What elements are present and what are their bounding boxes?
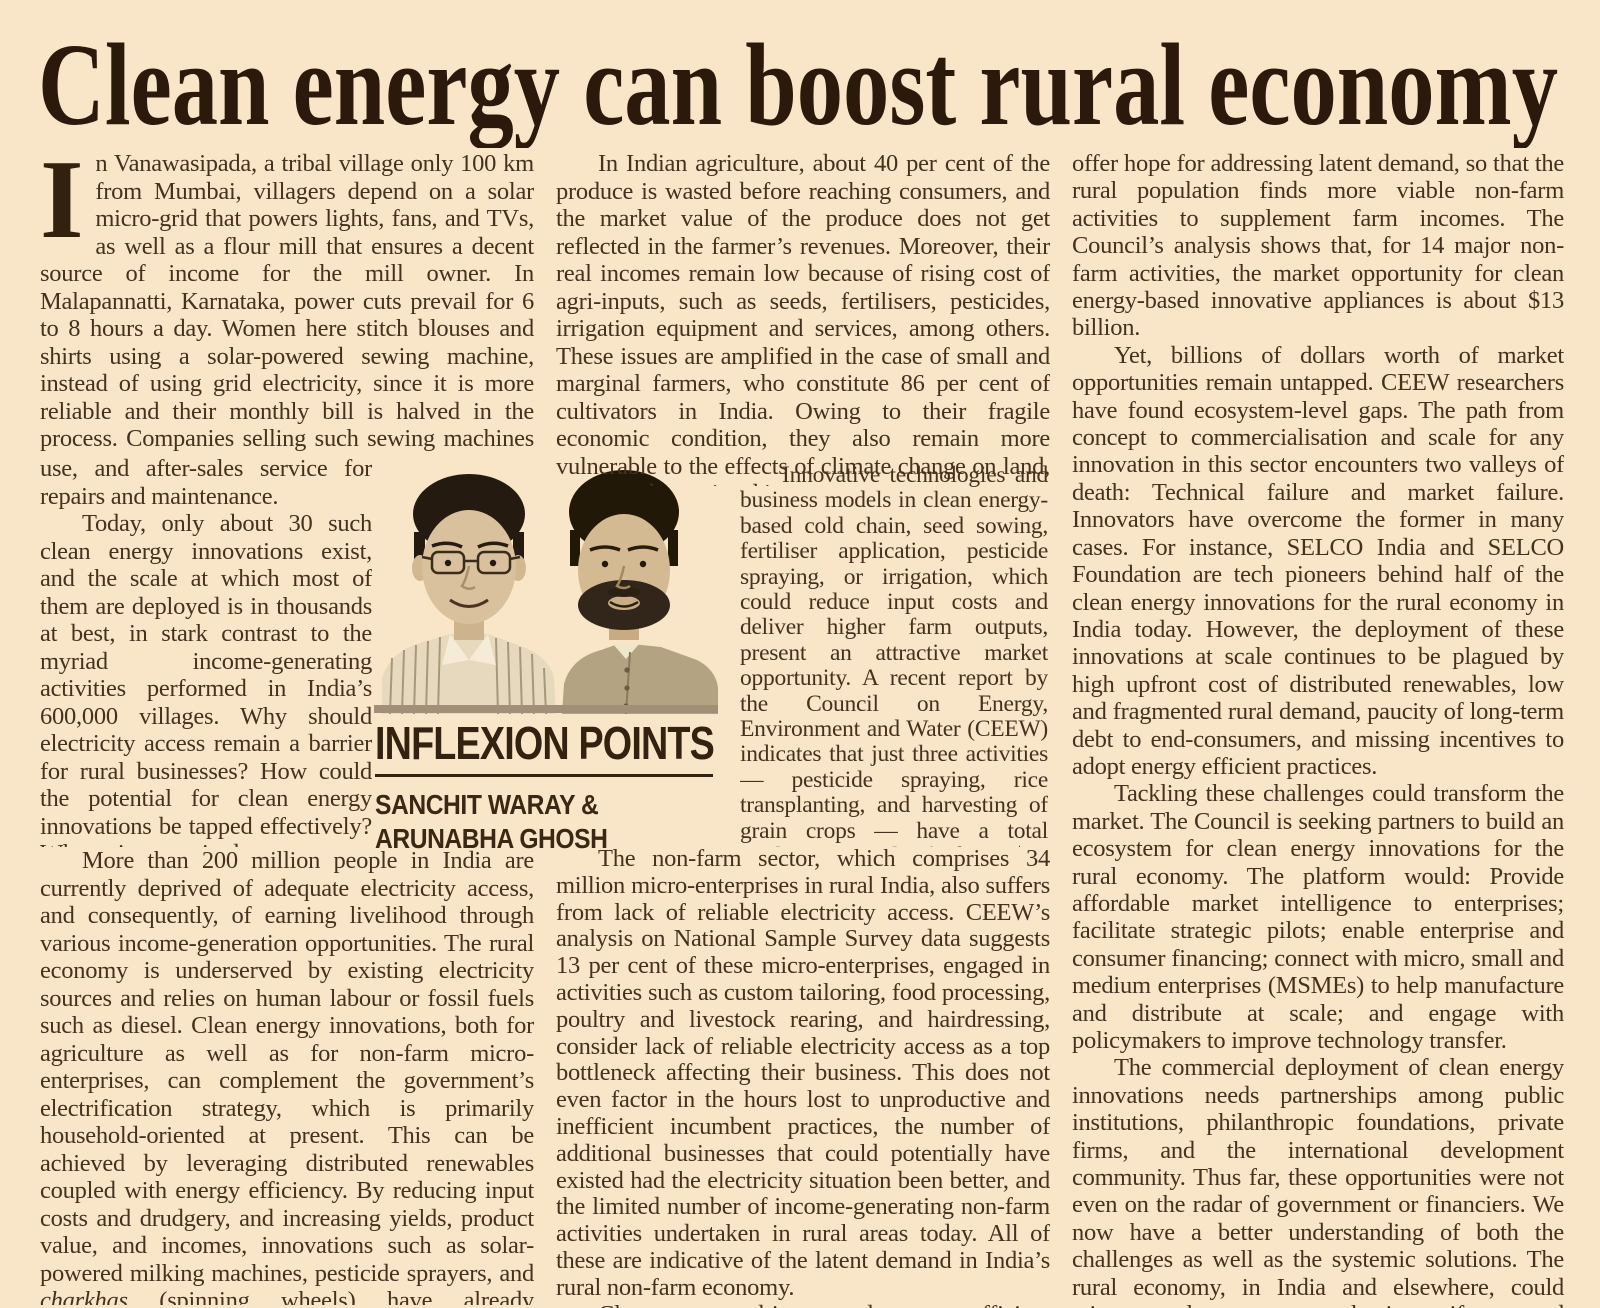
byline-author-2: ARUNABHA GHOSH (375, 823, 608, 854)
section-heading-text: INFLEXION POINTS (375, 717, 715, 769)
article-column-2-bottom: The non-farm sector, which comprises 34 … (556, 846, 1050, 1308)
paragraph-text: Clean energy-driven and energy-efficient… (556, 1301, 1050, 1308)
drop-cap: I (40, 150, 84, 262)
paragraph-text: The commercial deployment of clean energ… (1072, 1054, 1564, 1308)
headline: Clean energy can boost rural economy (38, 19, 1562, 150)
article-column-1-narrow: use, and after-sales service for repairs… (40, 455, 372, 847)
paragraph-text: offer hope for addressing latent demand,… (1072, 150, 1564, 342)
paragraph-text: In Indian agriculture, about 40 per cent… (556, 150, 1050, 486)
paragraph-text: use, and after-sales service for repairs… (40, 455, 372, 510)
headline-text: Clean energy can boost rural economy (38, 26, 1558, 148)
article-column-2-narrow: Innovative technologies and business mod… (740, 463, 1048, 847)
paragraph-text: Innovative technologies and business mod… (740, 463, 1048, 847)
article-column-1-bottom: More than 200 million people in India ar… (40, 847, 534, 1305)
paragraph-text: (spinning wheels) have already demonstra… (159, 1287, 534, 1305)
headline-svg: Clean energy can boost rural economy (38, 19, 1558, 150)
paragraph-text: Tackling these challenges could transfor… (1072, 780, 1564, 1054)
paragraph-text: n Vanawasipada, a tribal village only 10… (40, 150, 534, 455)
byline: SANCHIT WARAY & ARUNABHA GHOSH (375, 788, 608, 856)
article-column-2-top: In Indian agriculture, about 40 per cent… (556, 150, 1050, 486)
section-rule (375, 774, 713, 777)
paragraph-text: More than 200 million people in India ar… (40, 847, 534, 1287)
byline-author-1: SANCHIT WARAY & (375, 789, 599, 820)
photo-bottom-bar (374, 705, 718, 713)
italic-term: charkhas (40, 1287, 128, 1305)
article-column-3: offer hope for addressing latent demand,… (1072, 150, 1564, 1308)
paragraph-text: The non-farm sector, which comprises 34 … (556, 846, 1050, 1301)
authors-photo (374, 462, 718, 715)
section-heading: INFLEXION POINTS (375, 717, 715, 769)
paragraph-text: Yet, billions of dollars worth of market… (1072, 341, 1564, 780)
authors-photo-illustration (374, 470, 718, 715)
paragraph-text: Today, only about 30 such clean energy i… (40, 510, 372, 847)
